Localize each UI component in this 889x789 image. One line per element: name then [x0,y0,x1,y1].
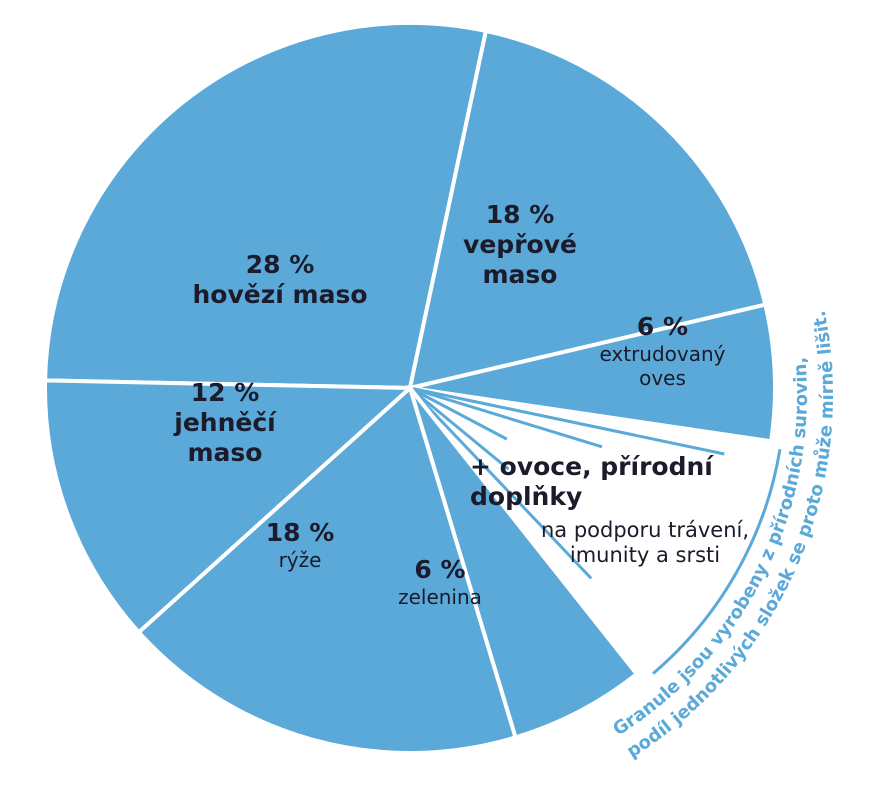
decor-ray [409,386,510,471]
label-box: 18 % rýže [240,518,360,572]
slice-label: 28 %hovězí maso [160,250,400,310]
slice-label: 6 %extrudovaný oves [575,312,750,390]
slice-label: 12 %jehněčí maso [150,378,300,468]
label-box: 12 % jehněčí maso [150,378,300,468]
slice-label: + ovoce, přírodní doplňky [470,452,770,512]
annotation-text: na podporu trávení, imunity a srsti [540,518,750,568]
slice-label: 18 %vepřové maso [440,200,600,290]
category-label: rýže [278,548,322,572]
pie-slice [135,384,518,755]
label-box: 6 % zelenina [370,555,510,609]
category-label: vepřové maso [463,230,577,289]
label-box: 28 % hovězí maso [160,250,400,310]
category-label: hovězí maso [192,280,368,309]
label-box: 18 % vepřové maso [440,200,600,290]
category-label: extrudovaný oves [599,342,726,390]
pie-slice [43,378,416,636]
decor-ray [408,386,593,580]
annotation: na podporu trávení, imunity a srsti [540,518,750,568]
pie-slice [43,21,489,391]
value-label: 6 % [636,312,689,341]
decor-ray [409,386,603,449]
value-label: 6 % [414,555,466,584]
category-label: jehněčí maso [174,408,276,467]
category-label: zelenina [398,585,482,609]
slice-label: 6 %zelenina [370,555,510,609]
value-label: 28 % [245,250,315,279]
decor-ray [409,386,508,441]
label-box: 6 % extrudovaný oves [575,312,750,390]
value-label: 12 % [190,378,260,407]
category-label: + ovoce, přírodní doplňky [470,452,713,511]
decor-ray [409,386,725,456]
pie-slice [407,28,768,391]
slice-label: 18 %rýže [240,518,360,572]
decor-rim [652,449,782,675]
pie-slice [408,386,640,740]
pie-slice [409,302,777,444]
value-label: 18 % [485,200,555,229]
value-label: 18 % [265,518,335,547]
pie-slice [405,385,774,677]
label-box: + ovoce, přírodní doplňky [470,452,770,512]
